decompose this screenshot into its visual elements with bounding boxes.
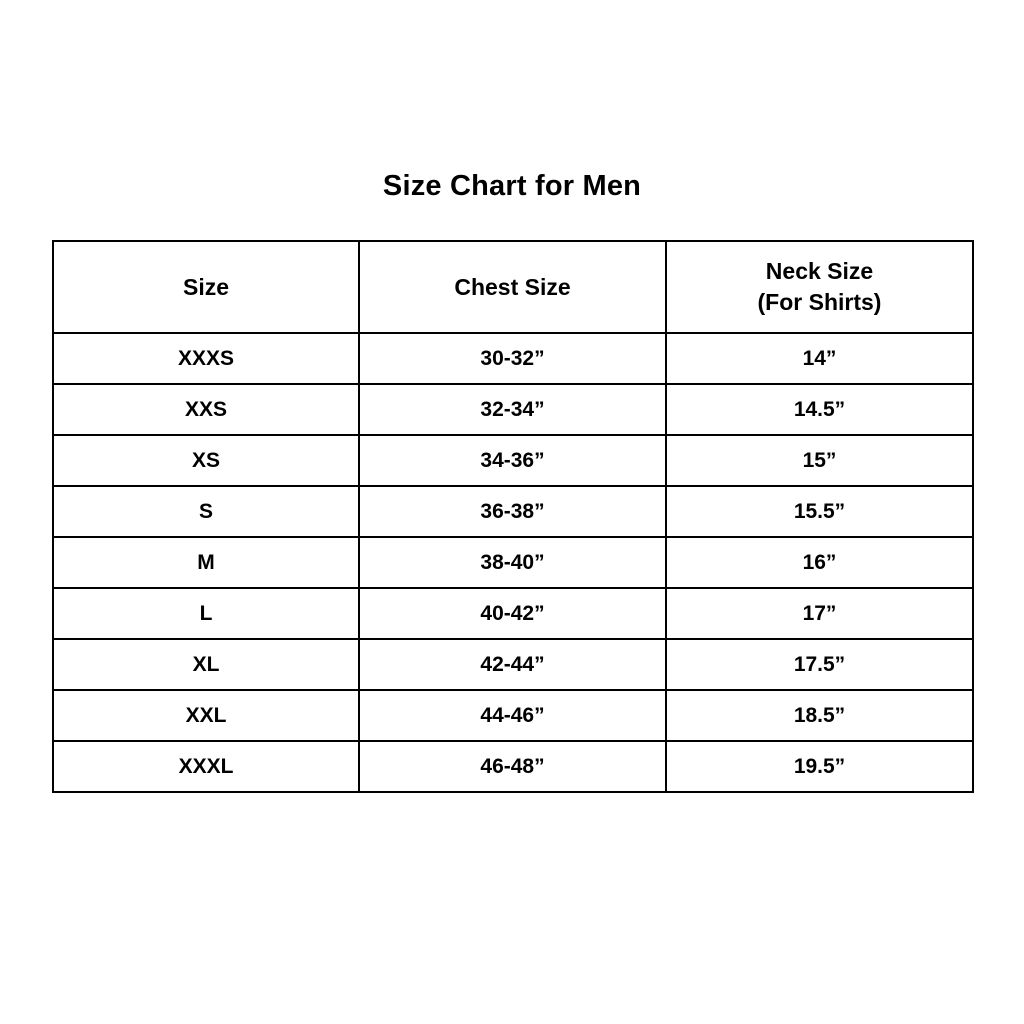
table-body: XXXS 30-32” 14” XXS 32-34” 14.5” XS 34-3…: [52, 332, 974, 793]
cell-chest: 30-32”: [358, 332, 667, 385]
table-row: XL 42-44” 17.5”: [52, 638, 974, 691]
cell-chest: 34-36”: [358, 434, 667, 487]
table-row: XXXS 30-32” 14”: [52, 332, 974, 385]
cell-neck: 15”: [665, 434, 974, 487]
cell-size: XXXL: [52, 740, 360, 793]
cell-size: L: [52, 587, 360, 640]
table-header: Size Chest Size Neck Size (For Shirts): [52, 240, 974, 334]
table-row: XXXL 46-48” 19.5”: [52, 740, 974, 793]
cell-neck: 17”: [665, 587, 974, 640]
cell-size: XXL: [52, 689, 360, 742]
column-header-size-label: Size: [182, 273, 230, 300]
cell-neck: 14.5”: [665, 383, 974, 436]
cell-size: XXXS: [52, 332, 360, 385]
cell-chest: 38-40”: [358, 536, 667, 589]
cell-size: S: [52, 485, 360, 538]
cell-size: XL: [52, 638, 360, 691]
cell-neck: 18.5”: [665, 689, 974, 742]
table-row: XXS 32-34” 14.5”: [52, 383, 974, 436]
column-header-chest: Chest Size: [358, 240, 667, 334]
table-row: XS 34-36” 15”: [52, 434, 974, 487]
size-chart-table: Size Chest Size Neck Size (For Shirts) X…: [52, 240, 974, 793]
column-header-neck: Neck Size (For Shirts): [665, 240, 974, 334]
table-row: XXL 44-46” 18.5”: [52, 689, 974, 742]
cell-chest: 42-44”: [358, 638, 667, 691]
page-title: Size Chart for Men: [382, 170, 642, 202]
cell-neck: 14”: [665, 332, 974, 385]
column-header-neck-label: Neck Size: [765, 258, 874, 284]
table-header-row: Size Chest Size Neck Size (For Shirts): [52, 240, 974, 334]
cell-size: XXS: [52, 383, 360, 436]
cell-neck: 17.5”: [665, 638, 974, 691]
table-row: S 36-38” 15.5”: [52, 485, 974, 538]
cell-size: XS: [52, 434, 360, 487]
column-header-chest-label: Chest Size: [454, 273, 571, 300]
cell-chest: 40-42”: [358, 587, 667, 640]
cell-neck: 19.5”: [665, 740, 974, 793]
cell-neck: 15.5”: [665, 485, 974, 538]
column-header-neck-sublabel: (For Shirts): [757, 289, 882, 315]
cell-neck: 16”: [665, 536, 974, 589]
cell-chest: 36-38”: [358, 485, 667, 538]
size-table-container: Size Chest Size Neck Size (For Shirts) X…: [52, 240, 974, 793]
cell-chest: 32-34”: [358, 383, 667, 436]
table-row: M 38-40” 16”: [52, 536, 974, 589]
cell-size: M: [52, 536, 360, 589]
column-header-size: Size: [52, 240, 360, 334]
cell-chest: 44-46”: [358, 689, 667, 742]
table-row: L 40-42” 17”: [52, 587, 974, 640]
cell-chest: 46-48”: [358, 740, 667, 793]
